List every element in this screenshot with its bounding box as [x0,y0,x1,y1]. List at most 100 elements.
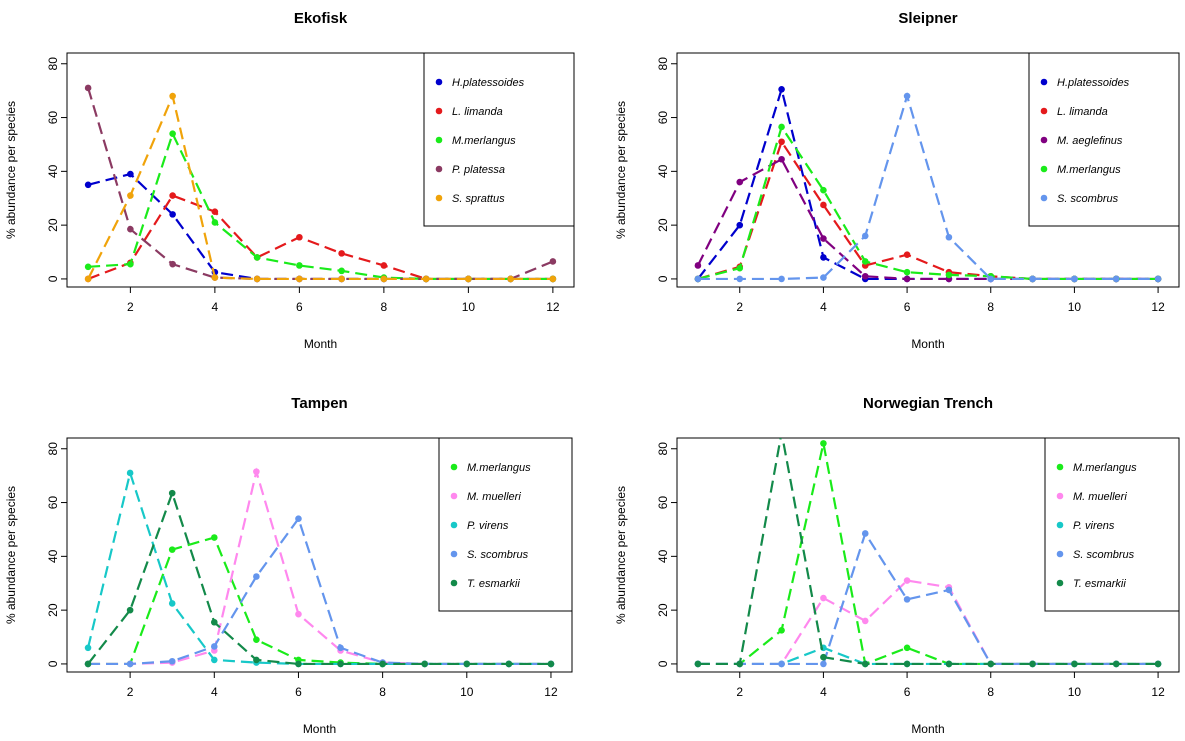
data-point [463,660,471,668]
legend-label: S. scombrus [467,549,529,561]
y-tick-label: 0 [656,275,670,282]
data-point [987,660,995,668]
data-point [422,275,430,283]
legend-marker [450,463,458,471]
y-tick-label: 40 [46,549,60,563]
data-point [694,275,702,283]
y-tick-label: 20 [656,218,670,232]
data-point [778,660,785,668]
data-point [126,660,134,668]
x-tick-label: 2 [736,300,743,314]
x-tick-label: 10 [1068,300,1082,314]
y-tick-label: 40 [46,164,60,178]
y-tick-label: 0 [656,660,670,667]
data-point [778,86,785,93]
legend: M.merlangus M. muelleri P. virens S. scombr… [1044,437,1180,612]
x-tick-label: 12 [1151,300,1165,314]
legend: H.platessoides L. limanda M. aeglefinus M.m… [1028,52,1180,227]
series-line [87,489,551,666]
data-point [126,606,134,614]
data-point [945,586,953,594]
x-tick-label: 10 [1068,685,1082,699]
data-point [1071,275,1078,283]
data-point [211,208,219,215]
legend-label: S. scombrus [1073,549,1135,561]
data-point [736,178,744,186]
legend-marker [450,492,458,500]
data-point [549,275,557,283]
legend-marker [435,165,443,173]
data-point [820,186,827,194]
x-tick-label: 6 [904,300,911,314]
legend-label: P. virens [1073,520,1115,532]
x-tick-label: 4 [212,300,219,314]
legend-marker [450,579,458,587]
legend-box [1028,52,1180,227]
data-point [778,429,785,436]
data-point [861,530,869,537]
x-tick-label: 10 [460,685,474,699]
legend-label: T. esmarkii [467,578,520,590]
legend: H.platessoides L. limanda M.merlangus P. pl… [423,52,575,227]
y-axis-label: % abundance per species [4,101,18,239]
data-point [1071,660,1078,668]
data-point [1112,660,1120,668]
data-point [820,235,827,242]
y-tick-label: 20 [656,603,670,617]
legend-marker [1056,521,1064,529]
data-point [903,268,911,276]
legend-marker [435,136,443,144]
legend-label: M. muelleri [467,491,521,503]
panel-tampen: Tampen 2 4 6 8 10 12 0 20 40 60 80 Month % abundance … [4,395,573,736]
data-point [778,627,785,634]
data-point [211,274,219,281]
legend-label: H.platessoides [1057,77,1130,89]
y-tick-label: 80 [656,442,670,456]
x-axis-label: Month [911,337,944,351]
series-line [88,130,553,281]
data-point [127,260,134,268]
data-point [820,594,827,602]
data-point [945,233,953,241]
data-point [736,275,744,283]
y-tick-label: 20 [46,603,60,617]
x-tick-label: 8 [379,685,386,699]
legend-label: P. platessa [452,164,505,176]
data-point [379,660,386,668]
x-tick-label: 4 [211,685,218,699]
data-point [987,275,995,283]
data-point [736,660,744,668]
legend-label: L. limanda [1057,106,1108,118]
legend-marker [1056,579,1064,587]
data-point [945,271,953,279]
panel-norwegian-trench: Norwegian Trench 2 4 6 8 10 12 0 20 40 60 80 Month % … [614,395,1180,736]
data-point [736,264,744,272]
legend-marker [1040,165,1048,173]
data-point [778,138,785,146]
legend-marker [1056,550,1064,558]
series-line [88,516,551,666]
x-axis-label: Month [303,722,336,736]
x-tick-label: 2 [127,300,134,314]
y-tick-label: 80 [46,57,60,71]
data-point [84,84,92,92]
series-line [697,438,1159,666]
data-point [861,232,869,240]
legend-box [423,52,575,227]
y-tick-label: 40 [656,164,670,178]
panel-sleipner: Sleipner 2 4 6 8 10 12 0 20 40 60 80 Month % abundanc… [614,10,1180,351]
series-line [696,157,1159,281]
x-axis-label: Month [304,337,337,351]
legend-box [1044,437,1180,612]
data-point [903,644,911,652]
data-point [295,515,302,522]
data-point [296,262,303,269]
data-point [465,275,472,283]
legend-marker [450,521,458,529]
series-line [697,443,1159,666]
x-axis-label: Month [911,722,944,736]
series-group [84,84,557,283]
data-point [547,660,555,668]
data-point [169,211,176,218]
panel-title: Norwegian Trench [863,395,993,412]
